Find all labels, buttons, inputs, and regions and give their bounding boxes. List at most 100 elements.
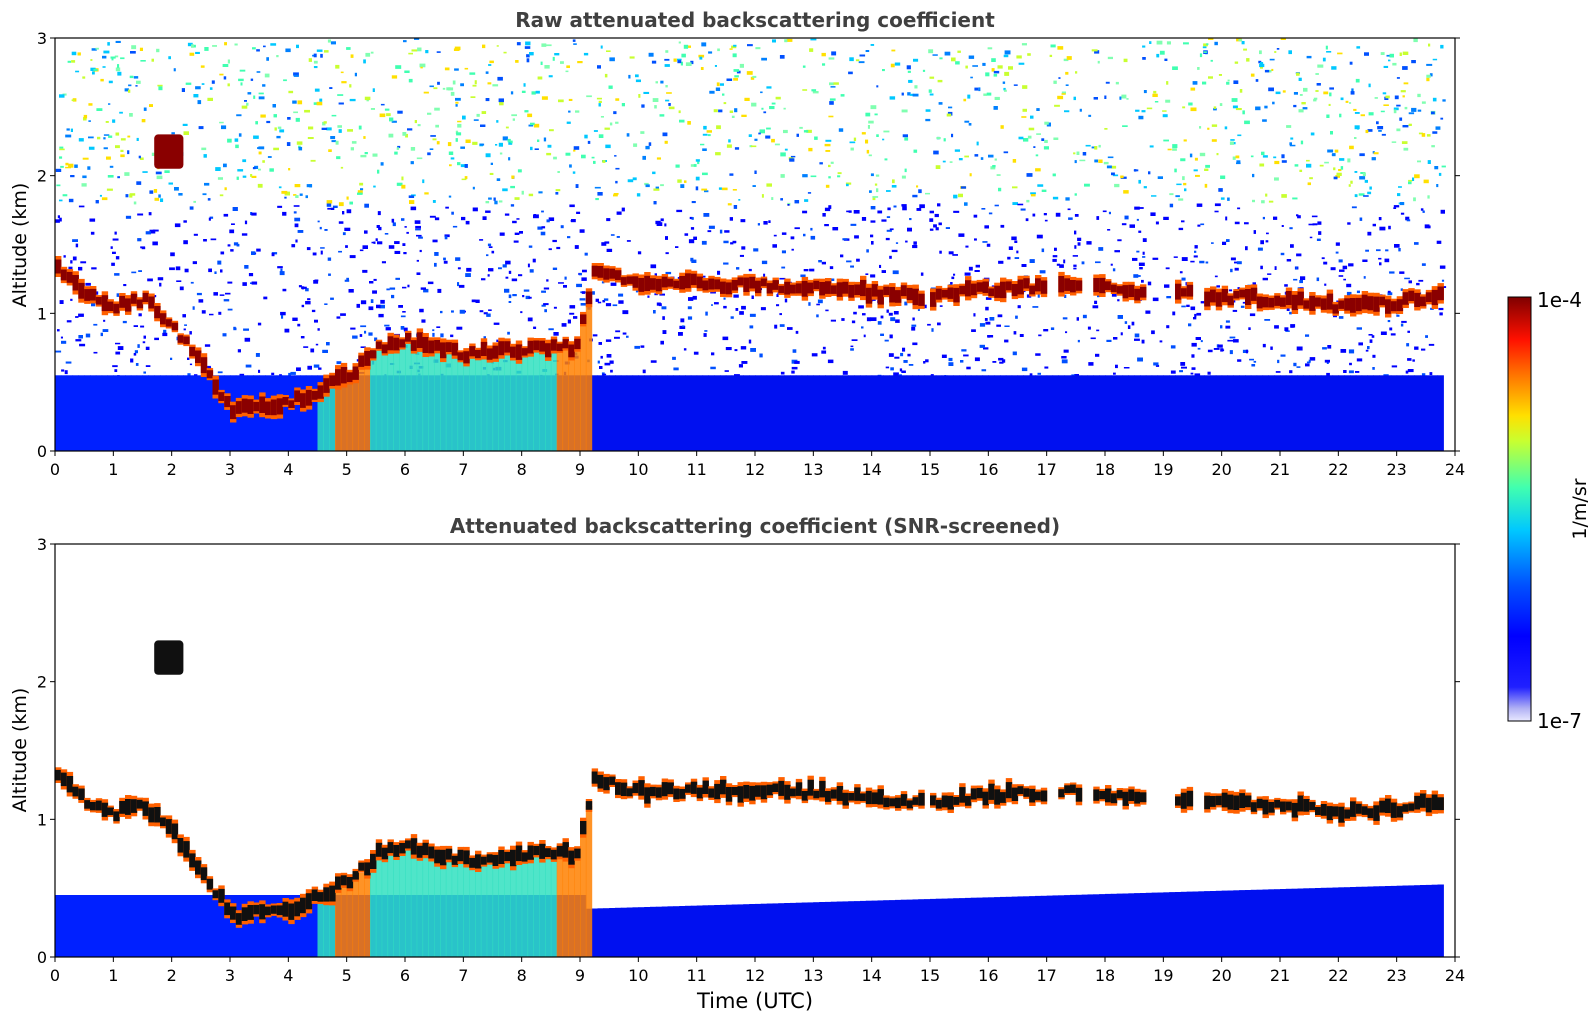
- noise-cell: [1013, 331, 1017, 335]
- noise-cell: [1312, 223, 1318, 226]
- cloud-cell: [1210, 289, 1217, 303]
- noise-cell: [440, 333, 444, 338]
- boundary-layer-cell: [813, 902, 820, 957]
- noise-cell: [1029, 259, 1035, 263]
- aerosol-cell: [504, 858, 511, 957]
- noise-cell: [874, 113, 878, 116]
- noise-cell: [505, 276, 509, 279]
- noise-cell: [359, 334, 363, 337]
- noise-cell: [1289, 144, 1296, 147]
- boundary-layer-cell: [165, 375, 173, 451]
- noise-cell: [997, 314, 1003, 318]
- noise-cell: [1028, 127, 1035, 131]
- boundary-layer-cell: [1338, 375, 1345, 451]
- cloud-cell: [358, 862, 365, 871]
- noise-cell: [1074, 214, 1079, 217]
- noise-cell: [904, 168, 907, 173]
- noise-cell: [411, 49, 418, 52]
- noise-cell: [1229, 141, 1234, 145]
- cloud-cell: [90, 802, 97, 811]
- noise-cell: [218, 311, 222, 315]
- noise-cell: [461, 216, 466, 221]
- noise-cell: [971, 329, 976, 332]
- noise-cell: [1402, 66, 1408, 70]
- noise-cell: [850, 147, 854, 151]
- boundary-layer-cell: [288, 375, 295, 451]
- noise-cell: [1432, 131, 1438, 134]
- noise-cell: [122, 320, 127, 324]
- noise-cell: [485, 71, 489, 74]
- noise-cell: [342, 232, 346, 236]
- noise-cell: [310, 348, 315, 353]
- x-tick-label: 8: [517, 460, 527, 479]
- noise-cell: [159, 282, 162, 287]
- noise-cell: [1237, 287, 1240, 291]
- noise-cell: [1159, 50, 1165, 55]
- noise-cell: [510, 140, 513, 144]
- noise-cell: [754, 170, 757, 174]
- noise-cell: [209, 216, 214, 219]
- noise-cell: [1262, 119, 1267, 122]
- noise-cell: [907, 353, 911, 357]
- noise-cell: [430, 135, 436, 137]
- noise-cell: [138, 155, 141, 159]
- aerosol-cell: [370, 356, 377, 451]
- aerosol-cell: [550, 856, 558, 957]
- noise-cell: [1036, 234, 1043, 239]
- noise-cell: [416, 157, 423, 160]
- boundary-layer-cell: [1052, 895, 1059, 957]
- noise-cell: [510, 91, 514, 95]
- noise-cell: [1014, 257, 1020, 259]
- noise-cell: [763, 221, 768, 225]
- noise-cell: [1146, 107, 1153, 110]
- noise-cell: [1065, 331, 1068, 334]
- boundary-layer-cell: [1005, 896, 1013, 957]
- noise-cell: [307, 365, 312, 370]
- noise-cell: [142, 171, 148, 173]
- noise-cell: [391, 120, 397, 123]
- noise-cell: [308, 58, 312, 62]
- noise-cell: [576, 211, 581, 214]
- noise-cell: [732, 240, 737, 244]
- noise-cell: [892, 179, 895, 184]
- noise-cell: [901, 92, 904, 96]
- noise-cell: [974, 154, 979, 157]
- noise-cell: [266, 57, 269, 61]
- cloud-cell: [1099, 791, 1106, 800]
- noise-cell: [1138, 262, 1145, 266]
- noise-cell: [171, 132, 175, 135]
- boundary-layer-cell: [620, 907, 628, 957]
- noise-cell: [600, 45, 603, 49]
- noise-cell: [1358, 193, 1365, 196]
- noise-cell: [1316, 238, 1321, 241]
- noise-cell: [1413, 38, 1418, 43]
- noise-cell: [257, 147, 260, 149]
- noise-cell: [1306, 55, 1312, 59]
- noise-cell: [88, 136, 94, 139]
- noise-cell: [636, 193, 641, 197]
- noise-cell: [568, 110, 571, 113]
- noise-cell: [1096, 329, 1100, 332]
- boundary-layer-cell: [1087, 894, 1094, 957]
- noise-cell: [691, 259, 697, 263]
- boundary-layer-cell: [1145, 375, 1153, 451]
- noise-cell: [363, 59, 366, 64]
- noise-cell: [1339, 158, 1345, 161]
- noise-cell: [120, 138, 126, 141]
- chart-title: Raw attenuated backscattering coefficien…: [515, 8, 995, 32]
- noise-cell: [418, 236, 423, 239]
- cloud-cell: [930, 292, 937, 307]
- noise-cell: [581, 154, 586, 159]
- noise-cell: [1186, 304, 1190, 307]
- cloud-cell: [895, 797, 902, 809]
- noise-cell: [195, 51, 200, 54]
- noise-cell: [326, 342, 330, 346]
- noise-cell: [454, 46, 461, 51]
- noise-cell: [1003, 151, 1009, 154]
- noise-cell: [573, 316, 578, 319]
- noise-cell: [1149, 145, 1154, 148]
- noise-cell: [1228, 289, 1233, 292]
- noise-cell: [808, 302, 811, 306]
- noise-cell: [1241, 41, 1245, 45]
- x-tick-label: 3: [225, 966, 235, 985]
